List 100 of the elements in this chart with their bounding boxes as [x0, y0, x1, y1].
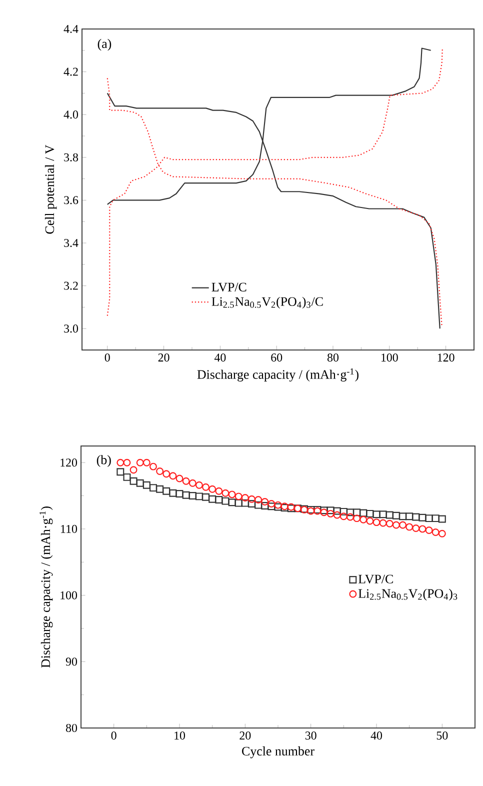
point — [254, 501, 262, 509]
point — [333, 507, 341, 515]
point — [438, 530, 446, 538]
point — [372, 510, 380, 518]
point — [182, 477, 190, 485]
y-axis-title: Cell potential / V — [44, 144, 57, 234]
point — [162, 470, 170, 478]
point — [379, 510, 387, 518]
point — [425, 514, 433, 522]
y-tick-label: 4.4 — [64, 24, 78, 34]
point — [241, 499, 249, 507]
point — [366, 517, 374, 525]
x-tick-label: 20 — [158, 354, 170, 362]
point — [326, 506, 334, 514]
point — [156, 485, 164, 493]
point — [169, 472, 177, 480]
legend-label: LVP/C — [212, 282, 246, 292]
point — [130, 466, 138, 474]
point — [241, 494, 249, 502]
point — [142, 481, 150, 489]
y-tick-label: 90 — [66, 658, 78, 666]
x-tick-label: 40 — [214, 354, 226, 362]
point — [195, 481, 203, 489]
point — [149, 484, 157, 492]
point — [254, 496, 262, 504]
point — [268, 502, 276, 510]
point — [248, 495, 256, 503]
point — [406, 523, 414, 531]
x-tick-label: 100 — [381, 354, 398, 362]
point — [438, 515, 446, 523]
point — [340, 512, 348, 520]
point — [412, 524, 420, 532]
y-tick-label: 80 — [66, 724, 78, 732]
point — [136, 479, 144, 487]
point — [195, 492, 203, 500]
y-tick-label: 4.0 — [64, 110, 78, 119]
x-tick-label: 50 — [436, 732, 448, 740]
point — [136, 458, 144, 466]
y-tick-label: 110 — [61, 524, 78, 533]
point — [392, 521, 400, 529]
point — [399, 512, 407, 520]
annotation: (a) — [98, 38, 112, 51]
point — [432, 514, 440, 522]
y-tick-label: 120 — [60, 458, 78, 467]
point — [406, 512, 414, 520]
point — [222, 489, 230, 497]
point — [116, 468, 124, 476]
y-axis-title: Discharge capacity / (mAh·g$^{-1}$) — [40, 506, 53, 668]
point — [202, 493, 210, 501]
point — [360, 516, 368, 524]
point — [116, 458, 124, 466]
point — [248, 500, 256, 508]
point — [142, 458, 150, 466]
point — [346, 508, 354, 516]
x-tick-label: 30 — [305, 732, 316, 740]
x-tick-label: 80 — [327, 354, 339, 362]
point — [123, 473, 131, 481]
y-tick-label: 100 — [60, 591, 78, 600]
x-axis-title: Discharge capacity / (mAh·g$^{-1}$) — [197, 368, 358, 382]
point — [432, 528, 440, 536]
point — [149, 462, 157, 470]
y-tick-label: 3.6 — [64, 196, 78, 204]
point — [386, 511, 394, 519]
x-tick-label: 40 — [370, 732, 382, 740]
point — [353, 508, 361, 516]
point — [188, 492, 196, 500]
point — [418, 525, 426, 533]
legend-label: LVP/C — [358, 574, 393, 584]
point — [268, 500, 276, 508]
x-tick-label: 0 — [111, 732, 116, 740]
point — [372, 518, 380, 526]
point — [392, 512, 400, 520]
y-tick-label: 3.4 — [64, 238, 78, 248]
point — [208, 495, 216, 503]
point — [261, 498, 269, 506]
text: Li$_{2.5}$Na$_{0.5}$V$_{2}$(PO$_{4}$)$_{3}$ — [358, 588, 458, 601]
x-tick-label: 10 — [174, 732, 186, 740]
point — [333, 511, 341, 519]
point — [234, 499, 242, 507]
point — [360, 509, 368, 517]
x-tick-label: 60 — [271, 354, 282, 362]
y-tick-label: 3.8 — [64, 153, 78, 162]
x-tick-label: 20 — [240, 732, 251, 740]
text: Li$_{2.5}$Na$_{0.5}$V$_{2}$(PO$_{4}$)$_{3}$/C — [212, 296, 323, 309]
point — [399, 521, 407, 529]
point — [366, 510, 374, 518]
point — [418, 514, 426, 522]
point — [412, 513, 420, 521]
point — [169, 489, 177, 497]
point — [130, 477, 138, 485]
x-tick-label: 0 — [104, 354, 110, 362]
point — [222, 497, 230, 505]
point — [176, 490, 184, 498]
point — [425, 526, 433, 534]
point — [386, 520, 394, 528]
point — [228, 490, 236, 498]
point — [340, 508, 348, 516]
y-tick-label: 3.0 — [64, 324, 78, 333]
point — [215, 496, 223, 504]
point — [208, 485, 216, 493]
